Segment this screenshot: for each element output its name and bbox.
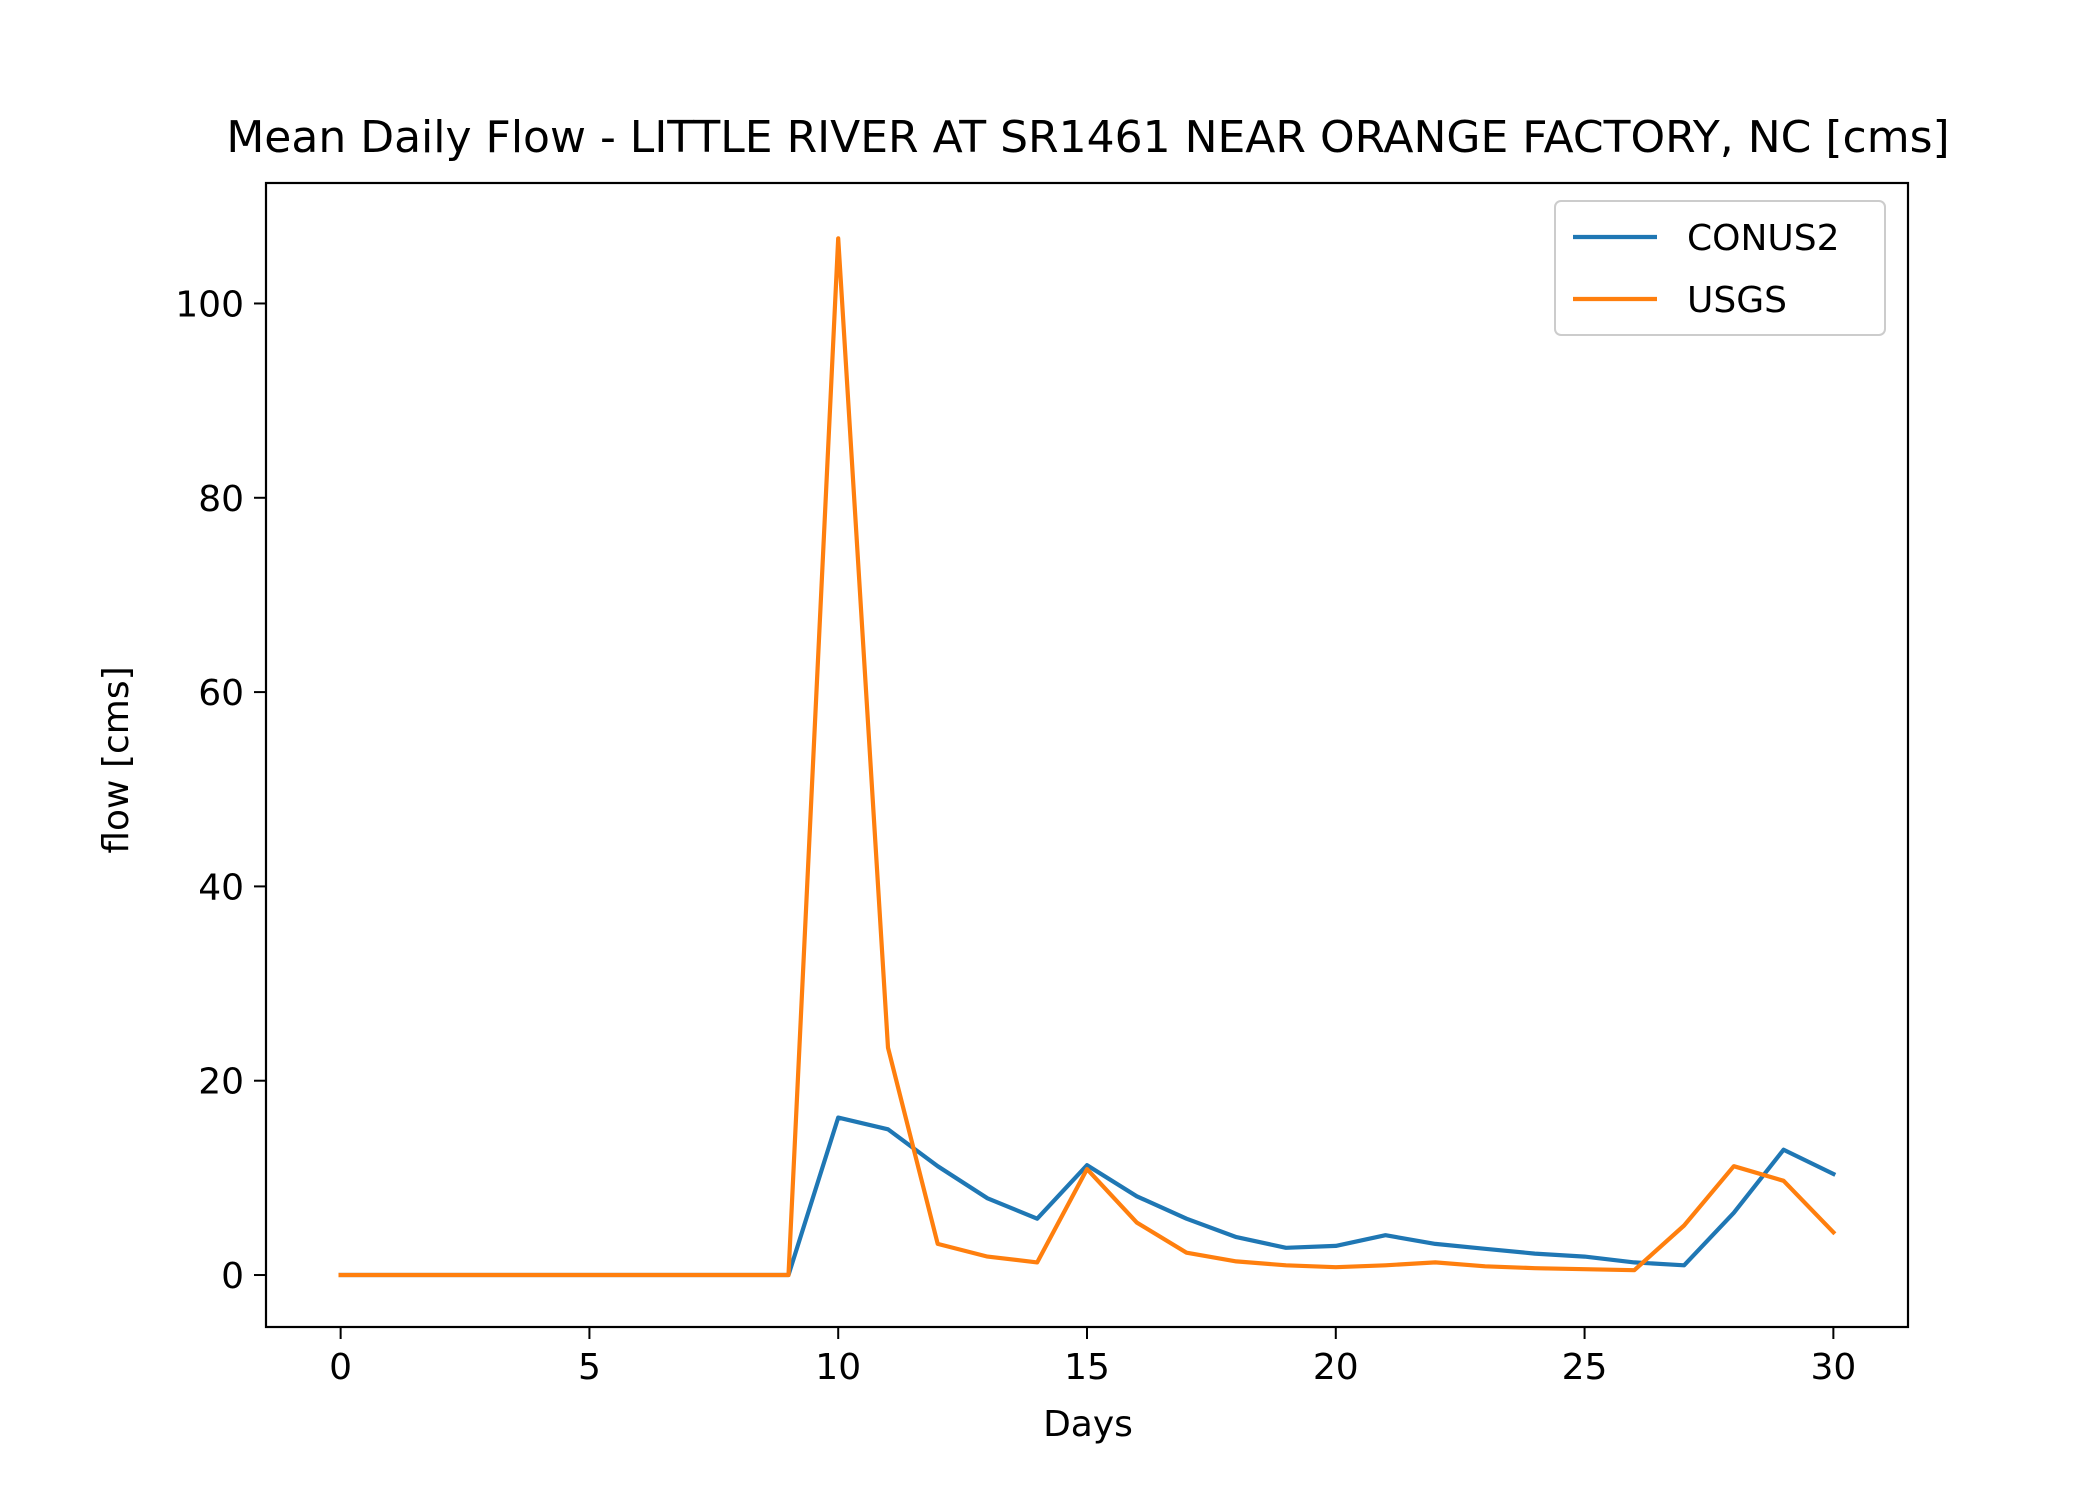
y-tick-label: 40 (198, 867, 244, 908)
y-tick-label: 20 (198, 1062, 244, 1103)
x-tick-label: 5 (578, 1347, 601, 1388)
y-tick-label: 80 (198, 479, 244, 520)
legend-label-usgs: USGS (1687, 280, 1787, 321)
y-tick-label: 100 (175, 284, 244, 325)
x-tick-label: 30 (1810, 1347, 1856, 1388)
y-axis-label: flow [cms] (96, 666, 137, 853)
y-axis: 0 20 40 60 80 100 (175, 284, 266, 1297)
legend-label-conus2: CONUS2 (1687, 218, 1840, 259)
legend: CONUS2 USGS (1554, 200, 1886, 336)
y-tick-label: 60 (198, 673, 244, 714)
x-tick-label: 20 (1313, 1347, 1359, 1388)
x-tick-label: 15 (1064, 1347, 1110, 1388)
series-line-usgs (338, 236, 1837, 1278)
legend-box (1554, 200, 1886, 336)
x-tick-label: 25 (1562, 1347, 1608, 1388)
y-tick-label: 0 (221, 1256, 244, 1297)
chart-title: Mean Daily Flow - LITTLE RIVER AT SR1461… (226, 112, 1949, 163)
x-tick-label: 0 (329, 1347, 352, 1388)
x-axis-label: Days (1043, 1404, 1133, 1445)
x-tick-label: 10 (815, 1347, 861, 1388)
x-axis: 0 5 10 15 20 25 30 (329, 1327, 1856, 1388)
